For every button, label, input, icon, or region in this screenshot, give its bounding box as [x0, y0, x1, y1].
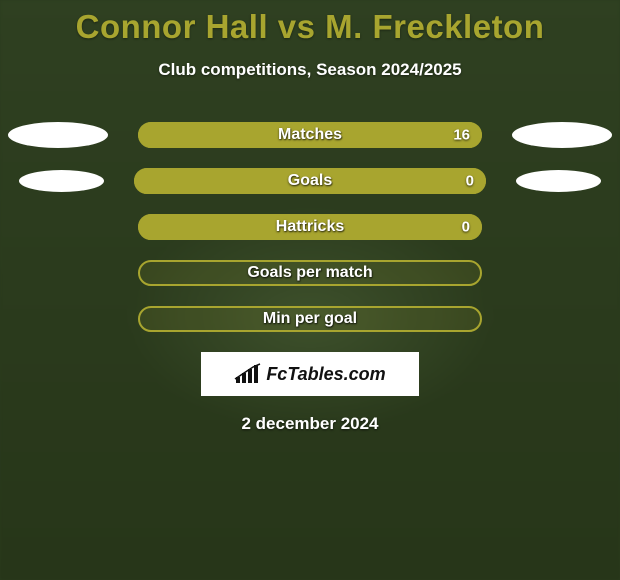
bar-chart-icon	[234, 363, 262, 385]
date: 2 december 2024	[0, 414, 620, 434]
bar-label: Goals	[288, 172, 332, 190]
stat-bar: Matches 16	[138, 122, 482, 148]
chart-row: Goals 0	[8, 168, 612, 194]
bar-label: Matches	[278, 126, 342, 144]
bar-label: Min per goal	[263, 310, 357, 328]
bar-label: Hattricks	[276, 218, 344, 236]
stat-bar: Goals 0	[134, 168, 486, 194]
logo-text: FcTables.com	[266, 364, 385, 385]
bar-label: Goals per match	[247, 264, 372, 282]
comparison-chart: Matches 16 Goals 0 Hattricks 0 Goals per match…	[0, 122, 620, 332]
left-marker	[8, 122, 108, 148]
stat-bar: Hattricks 0	[138, 214, 482, 240]
logo: FcTables.com	[201, 352, 419, 396]
page-title: Connor Hall vs M. Freckleton	[0, 0, 620, 46]
stat-bar: Min per goal	[138, 306, 482, 332]
bar-value: 0	[466, 173, 474, 190]
subtitle: Club competitions, Season 2024/2025	[0, 60, 620, 80]
bar-value: 0	[462, 219, 470, 236]
bar-value: 16	[453, 127, 470, 144]
right-marker	[512, 122, 612, 148]
chart-row: Hattricks 0	[8, 214, 612, 240]
right-marker	[516, 170, 601, 192]
left-marker	[19, 170, 104, 192]
chart-row: Goals per match	[8, 260, 612, 286]
chart-row: Matches 16	[8, 122, 612, 148]
stat-bar: Goals per match	[138, 260, 482, 286]
chart-row: Min per goal	[8, 306, 612, 332]
